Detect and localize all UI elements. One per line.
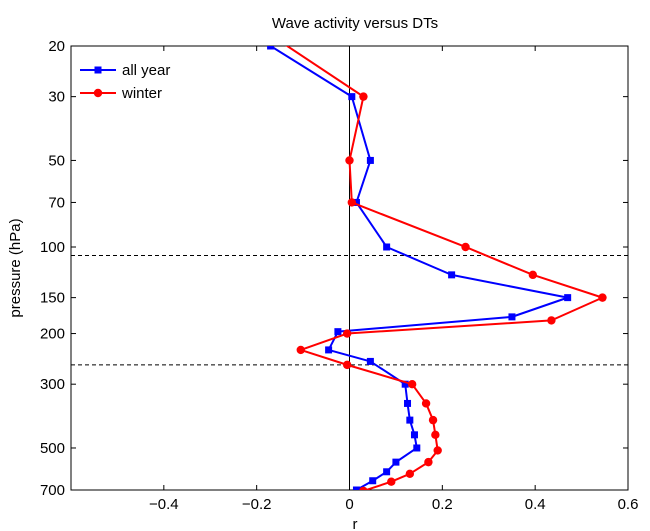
data-point-square bbox=[352, 486, 360, 490]
data-point-square bbox=[448, 271, 456, 279]
data-point-square bbox=[508, 313, 516, 321]
data-point-square bbox=[348, 93, 356, 101]
data-point-circle bbox=[405, 469, 415, 479]
data-point-circle bbox=[387, 477, 396, 486]
data-point-circle bbox=[431, 430, 440, 440]
y-tick-label: 100 bbox=[40, 239, 65, 256]
y-tick-label: 500 bbox=[40, 440, 65, 457]
data-point-square bbox=[404, 399, 412, 407]
y-tick-label: 50 bbox=[48, 152, 65, 169]
y-axis-label: pressure (hPa) bbox=[7, 218, 24, 317]
data-point-square bbox=[401, 380, 409, 388]
data-point-circle bbox=[342, 360, 352, 370]
chart-title: Wave activity versus DTs bbox=[272, 15, 438, 32]
data-point-square bbox=[406, 416, 414, 424]
data-point-circle bbox=[424, 457, 433, 467]
data-point-square bbox=[383, 243, 391, 251]
y-tick-label: 70 bbox=[48, 194, 65, 211]
y-tick-label: 30 bbox=[48, 89, 65, 106]
y-tick-label: 200 bbox=[40, 326, 65, 343]
x-tick-label: 0.2 bbox=[432, 496, 453, 513]
legend-marker-square bbox=[94, 66, 102, 74]
data-point-square bbox=[352, 198, 360, 206]
x-tick-label: 0 bbox=[345, 496, 353, 513]
data-point-circle bbox=[461, 242, 470, 252]
legend-label: all year bbox=[122, 62, 170, 79]
data-point-square bbox=[564, 294, 572, 302]
data-point-square bbox=[413, 444, 421, 452]
data-point-circle bbox=[345, 156, 354, 165]
legend-marker-circle bbox=[93, 88, 103, 98]
data-point-circle bbox=[342, 329, 352, 338]
series-winter bbox=[252, 22, 607, 490]
data-point-square bbox=[325, 346, 333, 354]
data-point-circle bbox=[428, 415, 438, 425]
legend-entry: all year bbox=[80, 62, 170, 79]
data-point-square bbox=[383, 468, 391, 476]
data-point-circle bbox=[359, 486, 368, 490]
data-point-circle bbox=[252, 22, 260, 30]
data-point-square bbox=[267, 46, 275, 50]
data-point-circle bbox=[547, 316, 556, 325]
data-point-circle bbox=[347, 198, 357, 207]
legend-entry: winter bbox=[80, 85, 162, 102]
data-point-square bbox=[366, 156, 374, 164]
data-point-square bbox=[392, 458, 400, 466]
data-point-square bbox=[334, 328, 342, 336]
series-all-year bbox=[267, 46, 572, 490]
y-tick-label: 700 bbox=[40, 482, 65, 499]
data-point-circle bbox=[598, 293, 607, 302]
data-point-square bbox=[366, 357, 374, 365]
y-tick-label: 300 bbox=[40, 376, 65, 393]
x-tick-label: −0.4 bbox=[149, 496, 179, 513]
data-point-circle bbox=[421, 399, 431, 408]
x-tick-label: 0.4 bbox=[525, 496, 546, 513]
x-tick-label: 0.6 bbox=[618, 496, 639, 513]
data-point-circle bbox=[433, 446, 442, 455]
legend: all year winter bbox=[80, 62, 170, 102]
data-point-circle bbox=[407, 379, 417, 389]
data-point-circle bbox=[296, 345, 305, 355]
data-point-circle bbox=[359, 92, 368, 101]
y-tick-label: 20 bbox=[48, 38, 65, 55]
legend-label: winter bbox=[121, 85, 162, 102]
x-tick-label: −0.2 bbox=[242, 496, 272, 513]
data-point-square bbox=[369, 477, 377, 485]
data-point-circle bbox=[528, 270, 538, 280]
y-tick-label: 150 bbox=[40, 290, 65, 307]
data-point-square bbox=[410, 431, 418, 439]
x-axis-label: r bbox=[353, 516, 358, 531]
